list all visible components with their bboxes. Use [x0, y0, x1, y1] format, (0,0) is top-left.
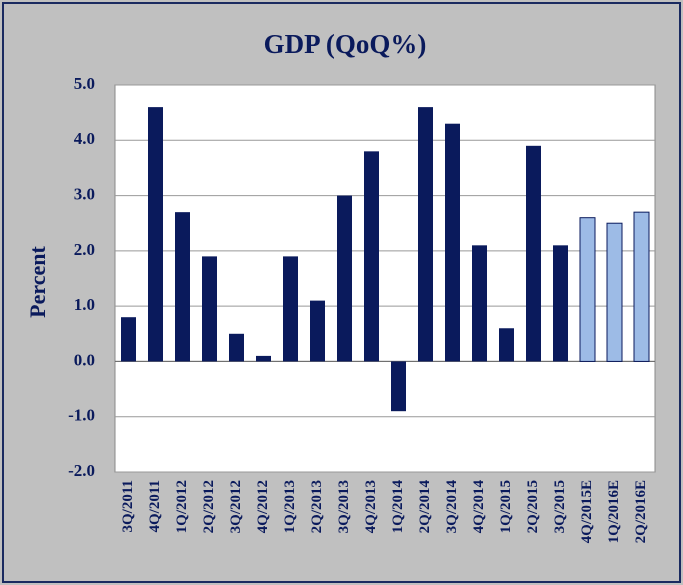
bar — [553, 245, 568, 362]
x-tick-label: 2Q/2015 — [525, 480, 541, 533]
x-tick-label: 3Q/2015 — [552, 480, 568, 533]
x-tick-label: 1Q/2013 — [282, 480, 298, 533]
bar — [148, 107, 163, 362]
bar — [445, 123, 460, 362]
bar — [175, 212, 190, 362]
y-tick-label: 0.0 — [74, 350, 95, 369]
bar — [606, 222, 623, 362]
x-tick-label: 1Q/2014 — [390, 480, 406, 534]
x-tick-label: 2Q/2013 — [309, 480, 325, 533]
bar — [283, 256, 298, 362]
y-tick-label: 2.0 — [74, 240, 95, 259]
x-tick-label: 4Q/2013 — [363, 480, 379, 533]
bar — [121, 317, 136, 362]
bar — [418, 107, 433, 362]
bar — [499, 328, 514, 362]
bar — [633, 211, 650, 362]
chart-title: GDP (QoQ%) — [264, 29, 427, 59]
plot-area — [114, 84, 656, 473]
bar — [229, 333, 244, 362]
bar — [391, 361, 406, 412]
x-tick-label: 4Q/2014 — [471, 480, 487, 534]
bar — [337, 195, 352, 362]
y-tick-label: 1.0 — [74, 295, 95, 314]
x-tick-label: 1Q/2016E — [606, 480, 622, 543]
x-tick-label: 2Q/2016E — [633, 480, 649, 543]
bar — [526, 145, 541, 362]
y-tick-label: -1.0 — [68, 406, 95, 425]
bar — [256, 355, 271, 362]
x-tick-label: 4Q/2012 — [255, 480, 271, 533]
x-tick-label: 3Q/2012 — [228, 480, 244, 533]
x-tick-label: 3Q/2011 — [120, 480, 136, 533]
bar — [579, 217, 596, 362]
bar — [202, 256, 217, 362]
bar — [364, 151, 379, 362]
bar — [472, 245, 487, 362]
y-axis-label: Percent — [25, 246, 50, 318]
x-tick-label: 4Q/2015E — [579, 480, 595, 543]
y-tick-label: -2.0 — [68, 461, 95, 480]
y-tick-label: 5.0 — [74, 74, 95, 93]
x-tick-label: 4Q/2011 — [147, 480, 163, 533]
y-tick-label: 3.0 — [74, 184, 95, 203]
x-tick-label: 2Q/2014 — [417, 480, 433, 534]
x-tick-label: 2Q/2012 — [201, 480, 217, 533]
x-tick-label: 1Q/2012 — [174, 480, 190, 533]
bar — [310, 300, 325, 362]
x-tick-label: 1Q/2015 — [498, 480, 514, 533]
y-tick-label: 4.0 — [74, 129, 95, 148]
x-tick-label: 3Q/2014 — [444, 480, 460, 534]
x-tick-label: 3Q/2013 — [336, 480, 352, 533]
